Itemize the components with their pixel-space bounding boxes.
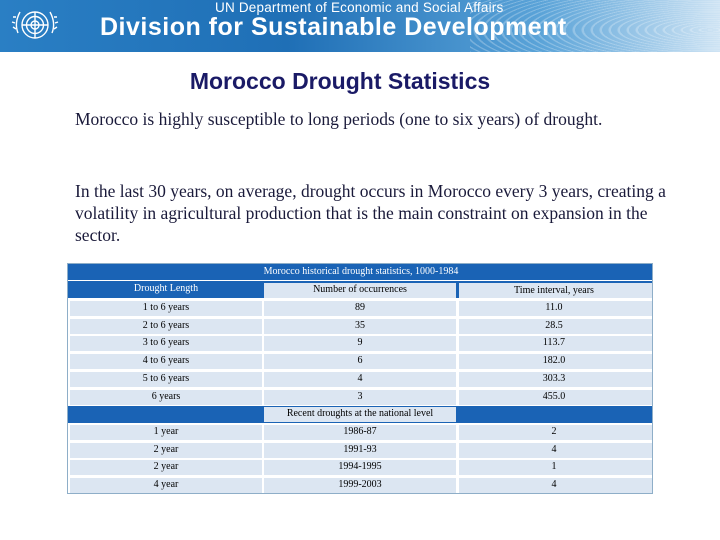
row-shade (264, 301, 456, 316)
row-shade (70, 389, 262, 405)
table-cell: 1986-87 (343, 426, 377, 437)
decorative-swirl (470, 0, 720, 52)
table-cell: 89 (355, 302, 365, 313)
row-shade (264, 371, 456, 387)
row-shade (264, 442, 456, 458)
table-cell: 5 to 6 years (142, 372, 190, 384)
table-cell: 35 (355, 319, 365, 331)
table-cell: 2 year (153, 443, 179, 455)
table-caption: Morocco historical drought statistics, 1… (263, 266, 459, 277)
table-cell: 1999-2003 (338, 479, 382, 491)
column-header: Time interval, years (514, 285, 594, 296)
row-shade (70, 336, 262, 352)
table-caption-band: Morocco historical drought statistics, 1… (68, 264, 652, 280)
table-cell: 1 year (153, 426, 179, 437)
row-shade (70, 478, 262, 494)
table-cell: 4 year (153, 479, 179, 491)
row-shade (70, 371, 262, 387)
table-cell: 3 to 6 years (142, 337, 190, 349)
row-shade (264, 389, 456, 405)
row-shade (264, 354, 456, 370)
table-cell: 113.7 (542, 337, 566, 349)
table-cell: 6 (357, 355, 363, 367)
row-shade (70, 442, 262, 458)
table-cell: 4 (551, 479, 557, 491)
table-cell: 3 (357, 390, 363, 402)
page-title: Morocco Drought Statistics (189, 68, 491, 94)
row-shade (459, 354, 652, 370)
table-cell: 182.0 (542, 355, 566, 367)
row-shade (264, 425, 456, 440)
recent-caption-label: Recent droughts at the national level (286, 408, 434, 419)
org-name: UN Department of Economic and Social Aff… (215, 0, 504, 15)
row-shade (459, 460, 652, 476)
un-emblem-icon (11, 11, 59, 39)
row-shade (70, 318, 262, 334)
table-cell: 1 (551, 461, 557, 473)
row-shade (459, 318, 652, 334)
row-shade (264, 318, 456, 334)
intro-paragraph: Morocco is highly susceptible to long pe… (75, 109, 603, 129)
row-shade (459, 301, 652, 316)
row-shade (70, 425, 262, 440)
row-shade (459, 371, 652, 387)
drought-statistics-table: Morocco historical drought statistics, 1… (67, 263, 653, 494)
table-cell: 1 to 6 years (142, 302, 190, 313)
row-shade (264, 336, 456, 352)
table-cell: 28.5 (545, 319, 563, 331)
column-header-cell (264, 283, 456, 298)
table-cell: 303.3 (542, 372, 566, 384)
row-shade (459, 478, 652, 494)
table-cell: 1994-1995 (338, 461, 382, 473)
row-shade (459, 336, 652, 352)
column-header: Drought Length (133, 283, 199, 294)
table-cell: 455.0 (542, 390, 566, 402)
table-cell: 2 year (153, 461, 179, 473)
header-banner: UN Department of Economic and Social Aff… (0, 0, 720, 52)
row-shade (264, 460, 456, 476)
column-header-cell (459, 283, 652, 298)
row-shade (70, 301, 262, 316)
recent-caption-cell (264, 407, 456, 422)
table-cell: 4 (551, 443, 557, 455)
row-shade (70, 460, 262, 476)
row-shade (264, 478, 456, 494)
row-shade (459, 442, 652, 458)
row-shade (459, 389, 652, 405)
table-cell: 11.0 (545, 302, 563, 313)
table-cell: 9 (357, 337, 363, 349)
row-shade (459, 425, 652, 440)
table-cell: 4 to 6 years (142, 355, 190, 367)
frequency-paragraph: In the last 30 years, on average, drough… (75, 181, 666, 245)
table-cell: 2 (551, 426, 557, 437)
table-cell: 2 to 6 years (142, 319, 190, 331)
table-cell: 1991-93 (343, 443, 377, 455)
table-cell: 6 years (151, 390, 181, 402)
division-name: Division for Sustainable Development (100, 13, 567, 41)
table-cell: 4 (357, 372, 363, 384)
column-header: Number of occurrences (313, 284, 407, 295)
row-shade (70, 354, 262, 370)
